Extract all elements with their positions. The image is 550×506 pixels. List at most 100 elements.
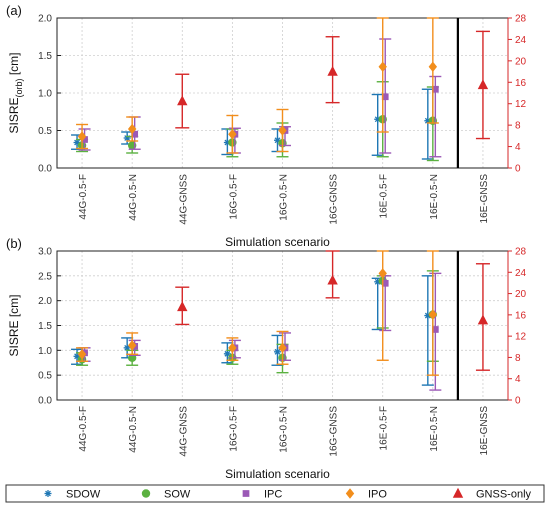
series-ipc: [78, 272, 442, 391]
data-point: [477, 314, 489, 325]
x-axis-label: Simulation scenario: [225, 235, 330, 249]
legend-marker: [242, 490, 250, 497]
data-point: [327, 274, 338, 285]
y2-tick-label: 16: [515, 78, 527, 89]
y2-tick-label: 4: [515, 142, 521, 153]
error-bar: [376, 250, 389, 361]
y2-tick-label: 28: [515, 14, 527, 25]
data-point: [278, 125, 287, 136]
y2-tick-label: 12: [515, 332, 527, 343]
error-bar: [325, 250, 340, 299]
data-point: [228, 342, 237, 354]
data-point: [273, 348, 281, 356]
legend-marker: [345, 488, 355, 499]
legend-item-gnss-only: GNSS-only: [452, 487, 532, 501]
data-point: [77, 349, 87, 360]
y2-tick-label: 28: [515, 247, 527, 258]
x-axis-label: Simulation scenario: [225, 467, 330, 481]
x-tick-label: 16E-GNSS: [479, 406, 490, 456]
panel-a: 0.0 0.5 1.0 1.5 2.0 0 4 8 12 16 20 24 28 44G-0.5-F 44G…: [6, 3, 527, 249]
x-tick-label: 44G-GNSS: [178, 406, 189, 457]
data-point: [378, 268, 387, 279]
x-tick-label: 44G-0.5-N: [128, 174, 139, 221]
x-tick-label: 16E-0.5-F: [379, 174, 390, 218]
data-point: [177, 95, 188, 106]
y-tick-label: 1.5: [38, 51, 52, 62]
data-point: [228, 129, 237, 140]
y-tick-label: 2.5: [38, 271, 52, 282]
data-point: [428, 309, 438, 320]
data-point: [327, 65, 338, 76]
y-axis-label-main: SISRE [cm]: [7, 294, 21, 356]
x-tick-label: 16E-0.5-N: [429, 174, 440, 220]
x-tick-label: 16G-GNSS: [329, 406, 340, 457]
legend-label: GNSS-only: [476, 489, 532, 501]
x-tick-label: 16G-0.5-F: [228, 174, 239, 220]
panel-label: (b): [6, 236, 22, 251]
y-tick-label: 0.0: [38, 396, 52, 407]
y-axis-label-unit: [cm]: [7, 52, 21, 78]
data-point: [381, 279, 389, 287]
data-point: [278, 342, 287, 354]
legend-item-ipo: IPO: [345, 488, 387, 501]
error-bar: [421, 275, 434, 386]
y-tick-label: 2.0: [38, 14, 52, 25]
y-axis-label-main: SISRE: [7, 98, 21, 134]
series-sdow: [71, 88, 434, 160]
x-tick-label: 44G-0.5-N: [128, 406, 139, 453]
y2-tick-label: 4: [515, 374, 521, 385]
data-point: [77, 131, 87, 142]
legend-item-sdow: SDOW: [44, 489, 101, 501]
data-point: [378, 61, 387, 72]
x-tick-label: 16E-GNSS: [479, 174, 490, 224]
series-ipo: [76, 250, 439, 376]
x-tick-label: 16G-0.5-N: [279, 406, 290, 453]
legend-marker: [44, 490, 52, 497]
legend-label: IPO: [368, 489, 387, 501]
panel-label: (a): [6, 3, 22, 18]
x-tick-label: 16G-0.5-N: [279, 174, 290, 221]
y2-tick-label: 20: [515, 56, 527, 67]
panel-b: 0.0 0.5 1.0 1.5 2.0 2.5 3.0 0 4 8 12 16 20 24 28 44G-0.…: [6, 236, 527, 481]
data-point: [127, 123, 137, 135]
x-tick-label: 16E-0.5-N: [429, 406, 440, 452]
x-tick-label: 44G-0.5-F: [78, 406, 89, 452]
x-tick-label: 16G-GNSS: [329, 174, 340, 225]
y-axis-label: SISRE(orb) [cm]: [7, 52, 24, 133]
legend-label: SOW: [164, 489, 191, 501]
y-axis-label: SISRE [cm]: [7, 294, 21, 356]
y2-tick-label: 8: [515, 353, 521, 364]
y2-tick-label: 16: [515, 310, 527, 321]
x-tick-label: 16G-0.5-F: [228, 406, 239, 452]
y-tick-label: 1.5: [38, 321, 52, 332]
y2-tick-label: 20: [515, 289, 527, 300]
y2-tick-label: 0: [515, 396, 521, 407]
data-point: [477, 79, 489, 90]
error-bar: [371, 93, 384, 156]
y-tick-label: 1.0: [38, 89, 52, 100]
legend-label: IPC: [264, 489, 282, 501]
y-axis-label-sub: (orb): [14, 78, 24, 97]
series-gnss-only: [175, 30, 490, 140]
legend-marker: [452, 487, 464, 498]
series-ipo: [76, 17, 439, 154]
y2-tick-label: 24: [515, 35, 527, 46]
legend-label: SDOW: [66, 489, 101, 501]
data-point: [177, 301, 188, 312]
y-tick-label: 3.0: [38, 247, 52, 258]
series-ipc: [78, 38, 442, 158]
data-point: [431, 326, 439, 333]
y-tick-label: 0.5: [38, 126, 52, 137]
data-point: [81, 136, 88, 143]
legend-item-sow: SOW: [141, 489, 191, 501]
y2-tick-label: 12: [515, 99, 527, 110]
series-gnss-only: [175, 250, 490, 371]
y-tick-label: 2.0: [38, 296, 52, 307]
data-point: [431, 85, 439, 93]
data-point: [131, 130, 139, 138]
data-point: [381, 93, 389, 101]
legend-marker: [141, 489, 151, 498]
legend-item-ipc: IPC: [242, 489, 282, 501]
legend-box: [5, 484, 545, 503]
